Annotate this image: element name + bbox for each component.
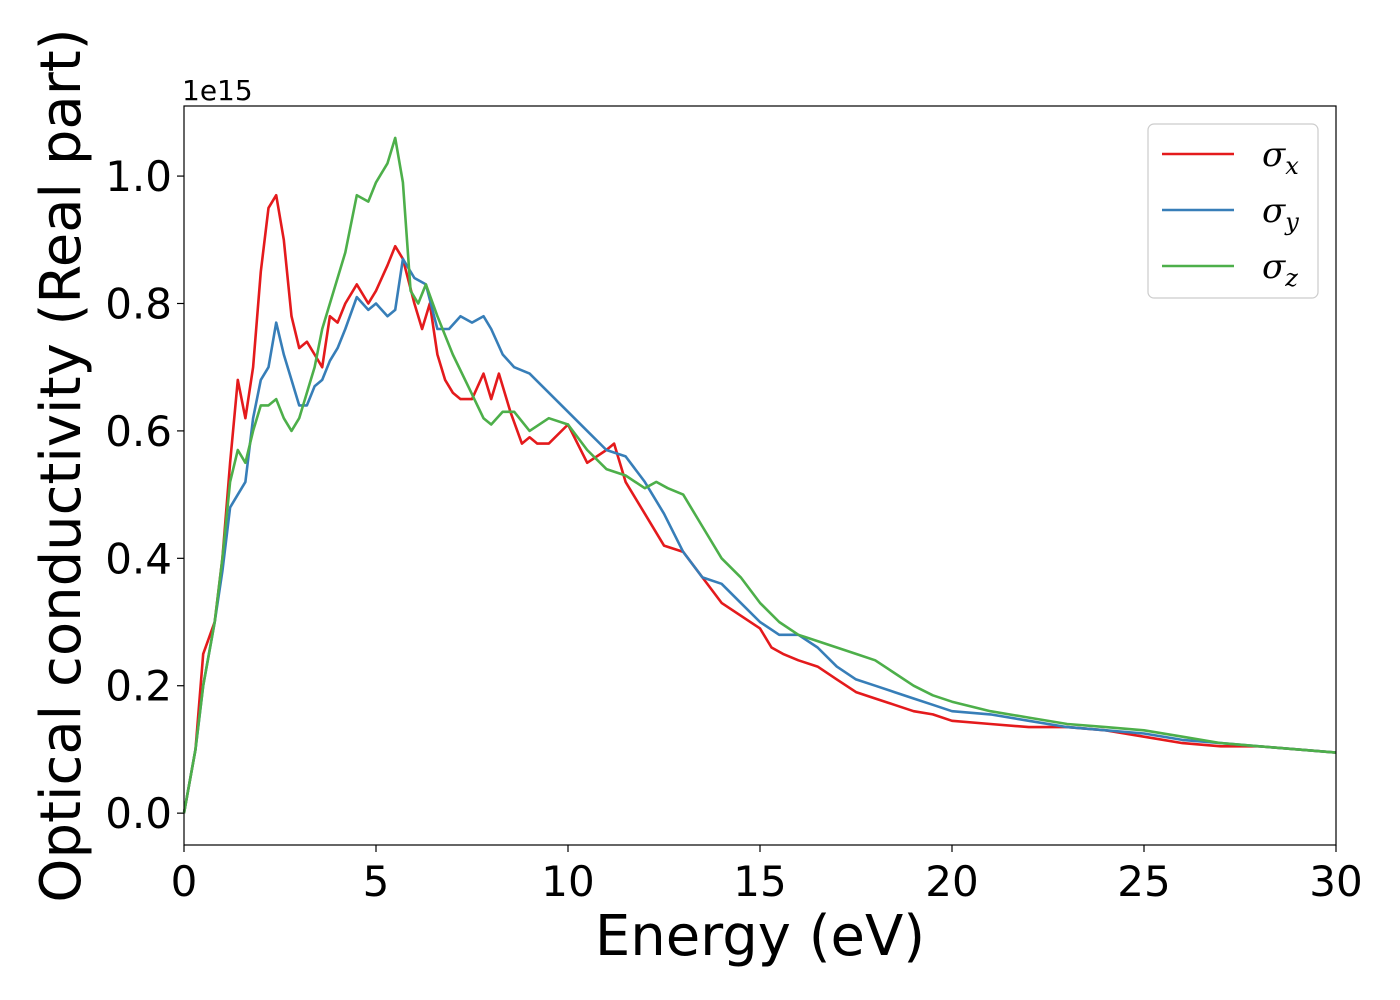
y-axis-label: Optical conductivity (Real part): [29, 28, 94, 902]
series-line-sigma-y: [182, 257, 1337, 814]
x-tick-label: 0: [171, 857, 198, 906]
plot-area-frame: [183, 105, 1337, 846]
axis-ticks: 0 5 10 15 20 25 30 0.0 0.2 0.4 0.6 0.8 1.0: [105, 152, 1363, 906]
x-tick-label: 20: [925, 857, 978, 906]
y-tick-label: 0.4: [105, 534, 172, 583]
x-tick-label: 15: [733, 857, 786, 906]
series-lines: [182, 136, 1337, 814]
legend-subscript: y: [1284, 208, 1299, 236]
x-axis-label: Energy (eV): [595, 904, 925, 969]
x-tick-label: 25: [1117, 857, 1170, 906]
x-tick-label: 10: [541, 857, 594, 906]
legend-symbol: σ: [1262, 135, 1286, 175]
y-tick-label: 0.0: [105, 789, 172, 838]
series-line-sigma-z: [182, 136, 1337, 814]
legend-symbol: σ: [1262, 247, 1286, 287]
y-axis-offset-text: 1e15: [182, 74, 253, 107]
legend-label-sigma-x: σx: [1262, 135, 1299, 180]
y-tick-label: 0.2: [105, 662, 172, 711]
legend-subscript: x: [1285, 152, 1299, 180]
legend-subscript: z: [1284, 264, 1298, 292]
legend-label-sigma-y: σy: [1262, 191, 1299, 236]
legend-label-sigma-z: σz: [1262, 247, 1298, 292]
x-tick-label: 5: [363, 857, 390, 906]
y-tick-label: 1.0: [105, 152, 172, 201]
y-tick-label: 0.6: [105, 407, 172, 456]
legend-symbol: σ: [1262, 191, 1286, 231]
series-line-sigma-x: [182, 193, 1337, 814]
y-tick-label: 0.8: [105, 279, 172, 328]
x-tick-label: 30: [1309, 857, 1362, 906]
